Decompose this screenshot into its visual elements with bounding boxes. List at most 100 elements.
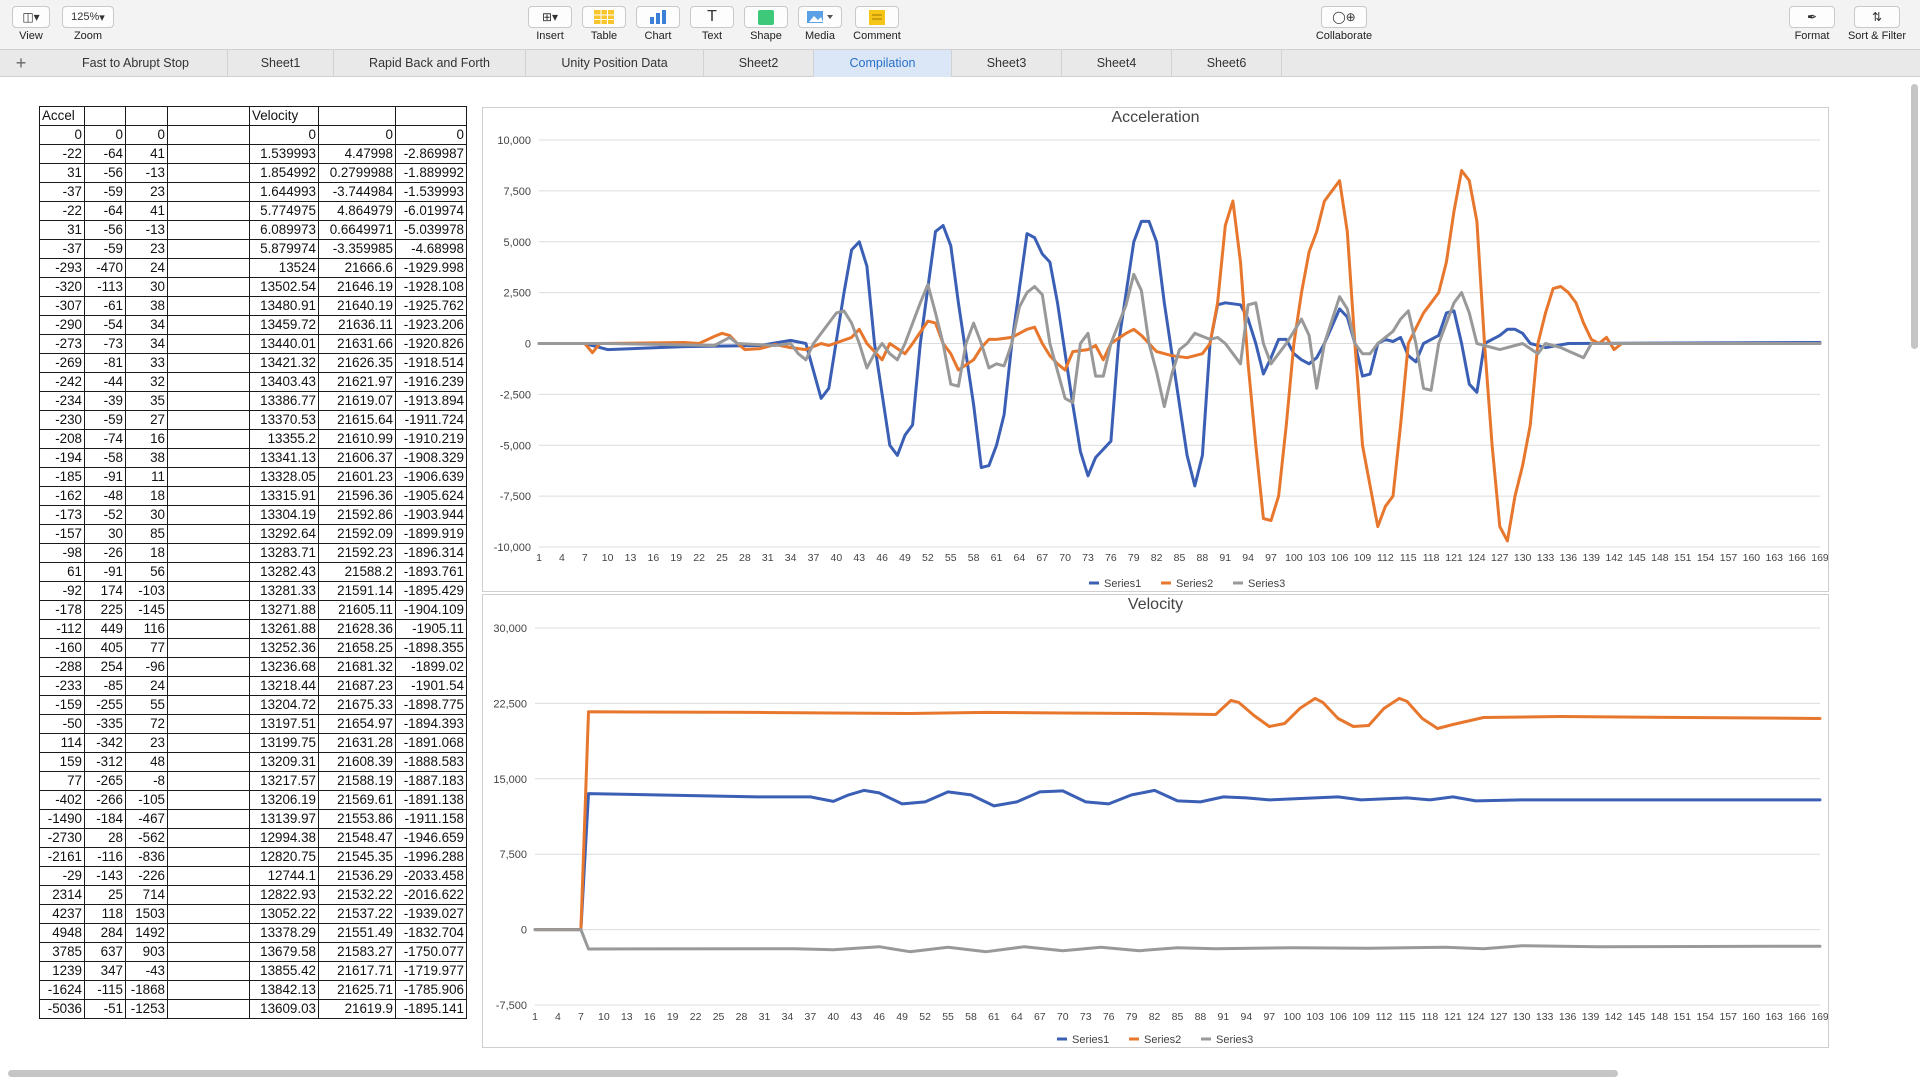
table-cell[interactable]: 30: [125, 277, 168, 297]
table-cell[interactable]: 6.089973: [249, 220, 319, 240]
table-cell[interactable]: [167, 296, 250, 316]
table-cell[interactable]: -320: [39, 277, 85, 297]
table-cell[interactable]: 159: [39, 752, 85, 772]
table-cell[interactable]: -335: [84, 714, 126, 734]
table-cell[interactable]: -185: [39, 467, 85, 487]
insert-button[interactable]: ⊞▾ Insert: [527, 6, 573, 42]
table-cell[interactable]: 16: [125, 429, 168, 449]
table-cell[interactable]: -178: [39, 600, 85, 620]
table-cell[interactable]: 18: [125, 486, 168, 506]
table-cell[interactable]: 41: [125, 144, 168, 164]
table-cell[interactable]: -342: [84, 733, 126, 753]
table-cell[interactable]: 114: [39, 733, 85, 753]
table-cell[interactable]: 21617.71: [318, 961, 396, 981]
tab-unity-position-data[interactable]: Unity Position Data: [526, 50, 704, 77]
table-cell[interactable]: [167, 125, 250, 145]
table-cell[interactable]: -5.039978: [395, 220, 467, 240]
table-cell[interactable]: 21625.71: [318, 980, 396, 1000]
table-cell[interactable]: 21628.36: [318, 619, 396, 639]
table-cell[interactable]: -115: [84, 980, 126, 1000]
table-cell[interactable]: 72: [125, 714, 168, 734]
table-cell[interactable]: 5.774975: [249, 201, 319, 221]
table-cell[interactable]: [167, 486, 250, 506]
table-cell[interactable]: [167, 467, 250, 487]
table-cell[interactable]: -1901.54: [395, 676, 467, 696]
table-cell[interactable]: 13370.53: [249, 410, 319, 430]
table-cell[interactable]: -37: [39, 182, 85, 202]
table-cell[interactable]: 21675.33: [318, 695, 396, 715]
table-cell[interactable]: -58: [84, 448, 126, 468]
table-cell[interactable]: 13304.19: [249, 505, 319, 525]
table-cell[interactable]: 0: [318, 125, 396, 145]
table-cell[interactable]: 21626.35: [318, 353, 396, 373]
table-cell[interactable]: -1905.11: [395, 619, 467, 639]
table-cell[interactable]: -1895.429: [395, 581, 467, 601]
tab-rapid-back-and-forth[interactable]: Rapid Back and Forth: [334, 50, 526, 77]
table-cell[interactable]: 13281.33: [249, 581, 319, 601]
add-sheet-button[interactable]: +: [10, 53, 32, 73]
table-cell[interactable]: -98: [39, 543, 85, 563]
table-cell[interactable]: -5036: [39, 999, 85, 1019]
tab-sheet3[interactable]: Sheet3: [952, 50, 1062, 77]
table-cell[interactable]: -1896.314: [395, 543, 467, 563]
table-cell[interactable]: -1888.583: [395, 752, 467, 772]
table-cell[interactable]: 13261.88: [249, 619, 319, 639]
vertical-scrollbar[interactable]: [1911, 84, 1918, 349]
table-cell[interactable]: [167, 277, 250, 297]
table-cell[interactable]: 27: [125, 410, 168, 430]
table-cell[interactable]: -1899.919: [395, 524, 467, 544]
table-cell[interactable]: 12820.75: [249, 847, 319, 867]
table-cell[interactable]: 0.2799988: [318, 163, 396, 183]
table-cell[interactable]: 21588.19: [318, 771, 396, 791]
table-cell[interactable]: 13218.44: [249, 676, 319, 696]
table-cell[interactable]: -1911.158: [395, 809, 467, 829]
comment-button[interactable]: Comment: [851, 6, 903, 42]
table-cell[interactable]: 13328.05: [249, 467, 319, 487]
table-cell[interactable]: -1903.944: [395, 505, 467, 525]
view-button[interactable]: ◫▾ View: [12, 6, 50, 42]
table-cell[interactable]: 21591.14: [318, 581, 396, 601]
table-cell[interactable]: [167, 771, 250, 791]
table-cell[interactable]: 13440.01: [249, 334, 319, 354]
table-cell[interactable]: [167, 733, 250, 753]
table-cell[interactable]: 31: [39, 163, 85, 183]
table-cell[interactable]: 5.879974: [249, 239, 319, 259]
table-cell[interactable]: -103: [125, 581, 168, 601]
table-cell[interactable]: -22: [39, 201, 85, 221]
collaborate-button[interactable]: ◯⊕ Collaborate: [1308, 6, 1380, 42]
table-cell[interactable]: -1750.077: [395, 942, 467, 962]
table-cell[interactable]: -157: [39, 524, 85, 544]
table-cell[interactable]: -13: [125, 220, 168, 240]
table-cell[interactable]: 21681.32: [318, 657, 396, 677]
media-button[interactable]: Media: [797, 6, 843, 42]
table-cell[interactable]: 405: [84, 638, 126, 658]
table-cell[interactable]: 13283.71: [249, 543, 319, 563]
table-cell[interactable]: -1910.219: [395, 429, 467, 449]
table-cell[interactable]: [167, 695, 250, 715]
table-cell[interactable]: 21548.47: [318, 828, 396, 848]
table-cell[interactable]: [167, 334, 250, 354]
table-cell[interactable]: 21631.66: [318, 334, 396, 354]
chart-button[interactable]: Chart: [635, 6, 681, 42]
table-cell[interactable]: -836: [125, 847, 168, 867]
table-cell[interactable]: 34: [125, 315, 168, 335]
table-cell[interactable]: [167, 220, 250, 240]
zoom-button[interactable]: 125% ▾ Zoom: [62, 6, 114, 42]
table-cell[interactable]: [167, 505, 250, 525]
table-cell[interactable]: 21658.25: [318, 638, 396, 658]
table-cell[interactable]: -162: [39, 486, 85, 506]
table-cell[interactable]: 24: [125, 676, 168, 696]
table-cell[interactable]: -1916.239: [395, 372, 467, 392]
tab-compilation[interactable]: Compilation: [814, 50, 952, 77]
table-cell[interactable]: -1719.977: [395, 961, 467, 981]
table-cell[interactable]: [167, 828, 250, 848]
table-cell[interactable]: [167, 524, 250, 544]
table-cell[interactable]: [167, 448, 250, 468]
table-cell[interactable]: 174: [84, 581, 126, 601]
table-cell[interactable]: -184: [84, 809, 126, 829]
table-cell[interactable]: 13421.32: [249, 353, 319, 373]
table-cell[interactable]: -159: [39, 695, 85, 715]
table-cell[interactable]: -56: [84, 163, 126, 183]
table-cell[interactable]: 4.47998: [318, 144, 396, 164]
table-cell[interactable]: -1.539993: [395, 182, 467, 202]
